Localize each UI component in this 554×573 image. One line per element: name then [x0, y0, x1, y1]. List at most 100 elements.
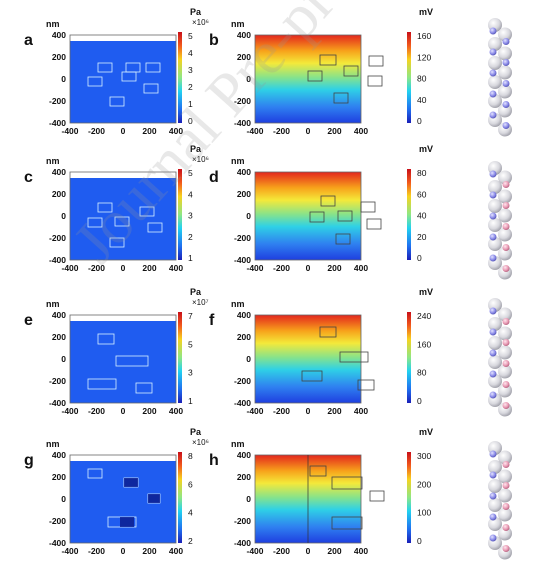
pore-outline-4	[114, 216, 130, 227]
atom-sphere-colored	[502, 38, 510, 45]
colorbar-tick-label: 5	[188, 339, 193, 349]
pore-outline-3	[87, 217, 103, 228]
atom-sphere-colored	[502, 122, 510, 129]
y-tick-label: 400	[237, 450, 251, 460]
atom-sphere-colored	[502, 244, 510, 251]
atom-sphere	[498, 450, 512, 465]
x-tick-label: -400	[246, 406, 263, 416]
pore-outline-1	[309, 465, 327, 477]
molecule-model-1	[488, 18, 512, 137]
molecule-model-4	[488, 441, 512, 560]
atom-sphere	[488, 355, 502, 369]
colorbar-tick-label: 120	[417, 52, 431, 62]
x-tick-label: -200	[273, 546, 290, 556]
pore-outline-2	[331, 476, 363, 490]
colorbar-tick-label: 300	[417, 451, 431, 461]
y-tick-label: 400	[52, 30, 66, 40]
y-tick-label: -200	[49, 233, 66, 243]
y-tick-label: -200	[234, 96, 251, 106]
pore-outline-1	[319, 54, 337, 66]
atom-sphere-colored	[502, 265, 510, 272]
atom-sphere	[488, 199, 502, 213]
x-tick-label: 400	[354, 126, 368, 136]
panel-letter: f	[209, 312, 215, 329]
atom-sphere	[498, 326, 512, 341]
colorbar-unit: mV	[419, 287, 433, 297]
colorbar-unit: Pa	[190, 7, 202, 17]
colorbar-tick-label: 0	[417, 253, 422, 263]
x-tick-label: -400	[61, 126, 78, 136]
atom-sphere	[498, 84, 512, 99]
colorbar-tick-label: 20	[417, 232, 427, 242]
y-tick-label: 0	[61, 354, 66, 364]
stress-hotspot	[148, 494, 160, 503]
pore-outline-5	[366, 218, 382, 230]
stress-field-gap	[70, 35, 176, 41]
colorbar	[407, 32, 411, 123]
colorbar-tick-label: 0	[417, 396, 422, 406]
stress-field-gap	[70, 455, 176, 461]
y-tick-label: 400	[52, 450, 66, 460]
atom-sphere-colored	[502, 524, 510, 531]
colorbar-tick-label: 240	[417, 311, 431, 321]
colorbar-exponent: ×10⁷	[192, 298, 209, 307]
colorbar-tick-label: 1	[188, 99, 193, 109]
y-tick-label: -400	[49, 118, 66, 128]
atom-sphere	[498, 345, 512, 360]
atom-sphere-colored	[489, 170, 497, 178]
axis-unit-label: nm	[231, 156, 245, 166]
atom-sphere-colored	[489, 27, 497, 35]
x-tick-label: 200	[327, 263, 341, 273]
y-tick-label: -400	[234, 255, 251, 265]
atom-sphere-colored	[489, 349, 497, 357]
atom-sphere-colored	[502, 101, 510, 108]
atom-sphere-colored	[502, 318, 510, 325]
x-tick-label: 200	[142, 126, 156, 136]
y-tick-label: 0	[61, 211, 66, 221]
panel-letter: h	[209, 452, 219, 469]
y-tick-label: -400	[49, 255, 66, 265]
atom-sphere	[488, 317, 502, 331]
colorbar-tick-label: 3	[188, 65, 193, 75]
atom-sphere	[488, 218, 502, 232]
colorbar	[407, 312, 411, 403]
colorbar	[178, 32, 182, 123]
pore-outline-6	[109, 237, 125, 248]
pore-outline-2	[368, 55, 384, 67]
y-tick-label: -400	[234, 538, 251, 548]
colorbar-unit: Pa	[190, 427, 202, 437]
plot-frame	[69, 34, 177, 124]
x-tick-label: -200	[88, 263, 105, 273]
atom-sphere-colored	[502, 402, 510, 409]
x-tick-label: -400	[246, 546, 263, 556]
atom-sphere-colored	[502, 223, 510, 230]
axis-unit-label: nm	[231, 439, 245, 449]
y-tick-label: 200	[237, 189, 251, 199]
atom-sphere-colored	[489, 48, 497, 56]
atom-sphere	[498, 65, 512, 80]
x-tick-label: 0	[306, 546, 311, 556]
y-tick-label: -200	[234, 376, 251, 386]
pore-outline-1	[320, 195, 336, 207]
atom-sphere-colored	[489, 307, 497, 315]
x-tick-label: 0	[306, 406, 311, 416]
pore-outline-6	[333, 92, 349, 104]
atom-sphere	[488, 517, 502, 531]
colorbar-unit: Pa	[190, 287, 202, 297]
axis-unit-label: nm	[46, 299, 60, 309]
x-tick-label: 400	[169, 126, 183, 136]
y-tick-label: 0	[246, 211, 251, 221]
stress-hotspot	[124, 478, 138, 487]
x-tick-label: 200	[327, 126, 341, 136]
y-tick-label: 200	[237, 52, 251, 62]
axis-unit-label: nm	[231, 19, 245, 29]
colorbar-tick-label: 0	[417, 116, 422, 126]
atom-sphere-colored	[489, 111, 497, 119]
colorbar-tick-label: 6	[188, 479, 193, 489]
atom-sphere	[488, 37, 502, 51]
y-tick-label: -400	[49, 398, 66, 408]
atom-sphere-colored	[489, 90, 497, 98]
y-tick-label: 400	[237, 30, 251, 40]
pore-outline-5	[147, 222, 163, 233]
